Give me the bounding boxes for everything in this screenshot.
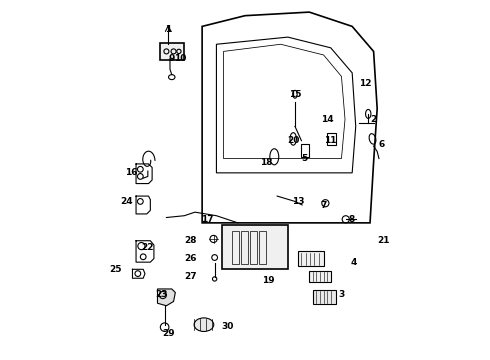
Text: 13: 13 bbox=[293, 197, 305, 206]
Text: 10: 10 bbox=[174, 54, 187, 63]
FancyBboxPatch shape bbox=[309, 271, 331, 282]
Text: 27: 27 bbox=[184, 272, 197, 281]
FancyBboxPatch shape bbox=[222, 225, 288, 269]
Text: 7: 7 bbox=[320, 201, 327, 210]
FancyBboxPatch shape bbox=[298, 251, 324, 266]
Text: 4: 4 bbox=[350, 258, 357, 267]
Ellipse shape bbox=[194, 318, 214, 332]
Text: 21: 21 bbox=[377, 236, 390, 245]
Text: 29: 29 bbox=[162, 329, 174, 338]
Text: 20: 20 bbox=[287, 136, 299, 145]
Text: 16: 16 bbox=[125, 168, 138, 177]
Text: 5: 5 bbox=[301, 154, 307, 163]
Text: 1: 1 bbox=[165, 26, 172, 35]
Text: 11: 11 bbox=[324, 136, 337, 145]
Text: 24: 24 bbox=[120, 197, 132, 206]
Text: 15: 15 bbox=[289, 90, 301, 99]
Text: 25: 25 bbox=[109, 265, 122, 274]
Text: 12: 12 bbox=[359, 79, 372, 88]
Text: 6: 6 bbox=[379, 140, 385, 149]
Text: 19: 19 bbox=[262, 275, 274, 284]
Text: 23: 23 bbox=[156, 290, 168, 299]
Text: 18: 18 bbox=[260, 158, 272, 167]
Text: 9: 9 bbox=[169, 54, 175, 63]
Text: 22: 22 bbox=[142, 243, 154, 252]
Text: 17: 17 bbox=[201, 215, 214, 224]
Text: 26: 26 bbox=[184, 254, 197, 263]
Text: 8: 8 bbox=[348, 215, 355, 224]
FancyBboxPatch shape bbox=[160, 43, 184, 60]
Text: 30: 30 bbox=[222, 322, 234, 331]
FancyBboxPatch shape bbox=[313, 291, 337, 303]
Text: 14: 14 bbox=[321, 115, 334, 124]
Text: 3: 3 bbox=[338, 290, 344, 299]
Text: 28: 28 bbox=[184, 236, 197, 245]
Text: 2: 2 bbox=[370, 115, 376, 124]
Polygon shape bbox=[157, 289, 175, 306]
